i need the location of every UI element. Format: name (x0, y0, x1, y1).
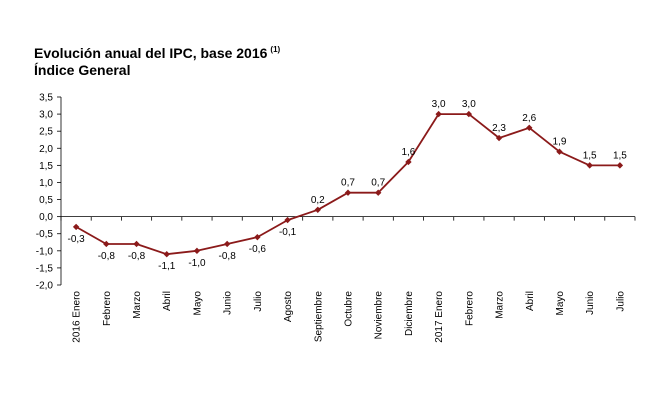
data-label: -0,8 (98, 251, 116, 262)
y-tick-label: 3,0 (39, 110, 53, 121)
data-label: -0,6 (249, 244, 267, 255)
data-point (193, 247, 201, 255)
x-tick-label: 2017 Enero (434, 291, 445, 343)
data-label: -0,1 (279, 227, 297, 238)
data-point (314, 206, 321, 213)
x-tick-label: Diciembre (404, 291, 415, 336)
y-tick-label: 3,5 (39, 93, 53, 104)
data-point (133, 240, 140, 248)
x-tick-label: Noviembre (374, 291, 385, 340)
data-point (103, 240, 110, 248)
data-label: -1,0 (188, 258, 206, 269)
data-point (405, 158, 412, 166)
data-point (526, 124, 533, 131)
data-label: 3,0 (462, 99, 476, 110)
y-axis-ticks: 3,5 3,0 2,5 2,0 1,5 1,0 0,5 0,0 -0,5 -1,0 -1,5 -2,0 (36, 93, 61, 292)
x-tick-label: Octubre (344, 291, 355, 327)
data-label: -0,8 (128, 251, 146, 262)
data-point (223, 240, 231, 248)
x-tick-label: Agosto (283, 291, 294, 323)
data-label: 0,2 (311, 195, 325, 206)
x-tick-label: Abril (525, 291, 536, 311)
x-tick-label: Junio (223, 291, 234, 315)
chart-title-footnote: (1) (270, 45, 281, 54)
y-tick-label: 0,5 (39, 195, 53, 206)
data-label: -0,3 (67, 234, 85, 245)
y-tick-label: -1,5 (36, 263, 54, 274)
data-point (163, 251, 170, 258)
y-tick-label: 2,0 (39, 144, 53, 155)
x-tick-label: Marzo (132, 291, 143, 319)
data-point (72, 223, 80, 231)
data-label: 3,0 (432, 99, 446, 110)
data-labels: -0,3 -0,8 -0,8 -1,1 -1,0 -0,8 -0,6 -0,1 0,2 0,7 0,… (67, 99, 627, 272)
y-tick-label: -0,5 (36, 229, 54, 240)
data-label: 2,3 (492, 123, 506, 134)
chart-axes (60, 97, 635, 285)
chart-title: Evolución anual del IPC, base 2016 (1) (34, 41, 280, 62)
data-point (344, 189, 352, 196)
y-tick-label: 1,0 (39, 178, 53, 189)
data-label: 2,6 (522, 113, 536, 124)
x-tick-label: Mayo (192, 291, 203, 316)
x-axis-ticks: 2016 Enero Febrero Marzo Abril Mayo Junio Juli… (60, 216, 636, 343)
chart-subtitle: Índice General (34, 62, 131, 78)
y-tick-label: 1,5 (39, 161, 53, 172)
y-tick-label: -1,0 (36, 246, 54, 257)
x-tick-label: Julio (253, 291, 264, 312)
data-label: 1,5 (613, 150, 627, 161)
x-tick-label: Julio (615, 291, 626, 312)
data-point (284, 216, 291, 224)
data-label: 1,6 (401, 147, 415, 158)
data-point (254, 233, 261, 241)
data-point (465, 110, 473, 118)
data-label: 1,9 (553, 137, 567, 148)
x-tick-label: Febrero (102, 291, 113, 326)
x-tick-label: Septiembre (313, 291, 324, 343)
data-point (616, 162, 624, 169)
data-label: -0,8 (219, 251, 237, 262)
y-tick-label: 0,0 (39, 212, 53, 223)
series-ipc (72, 110, 624, 258)
x-tick-label: Marzo (495, 291, 506, 319)
data-point (495, 134, 503, 142)
data-point (435, 110, 442, 118)
data-point (375, 189, 382, 196)
data-point (556, 148, 563, 155)
x-tick-label: Junio (585, 291, 596, 315)
data-label: -1,1 (158, 261, 176, 272)
data-point (586, 162, 593, 169)
x-tick-label: Febrero (464, 291, 475, 326)
chart-title-text: Evolución anual del IPC, base 2016 (34, 45, 268, 61)
x-tick-label: Mayo (555, 291, 566, 316)
x-tick-label: 2016 Enero (72, 291, 83, 343)
data-label: 0,7 (341, 178, 355, 189)
y-tick-label: 2,5 (39, 127, 53, 138)
x-tick-label: Abril (162, 291, 173, 311)
data-label: 1,5 (583, 150, 597, 161)
data-label: 0,7 (371, 178, 385, 189)
y-tick-label: -2,0 (36, 281, 54, 292)
